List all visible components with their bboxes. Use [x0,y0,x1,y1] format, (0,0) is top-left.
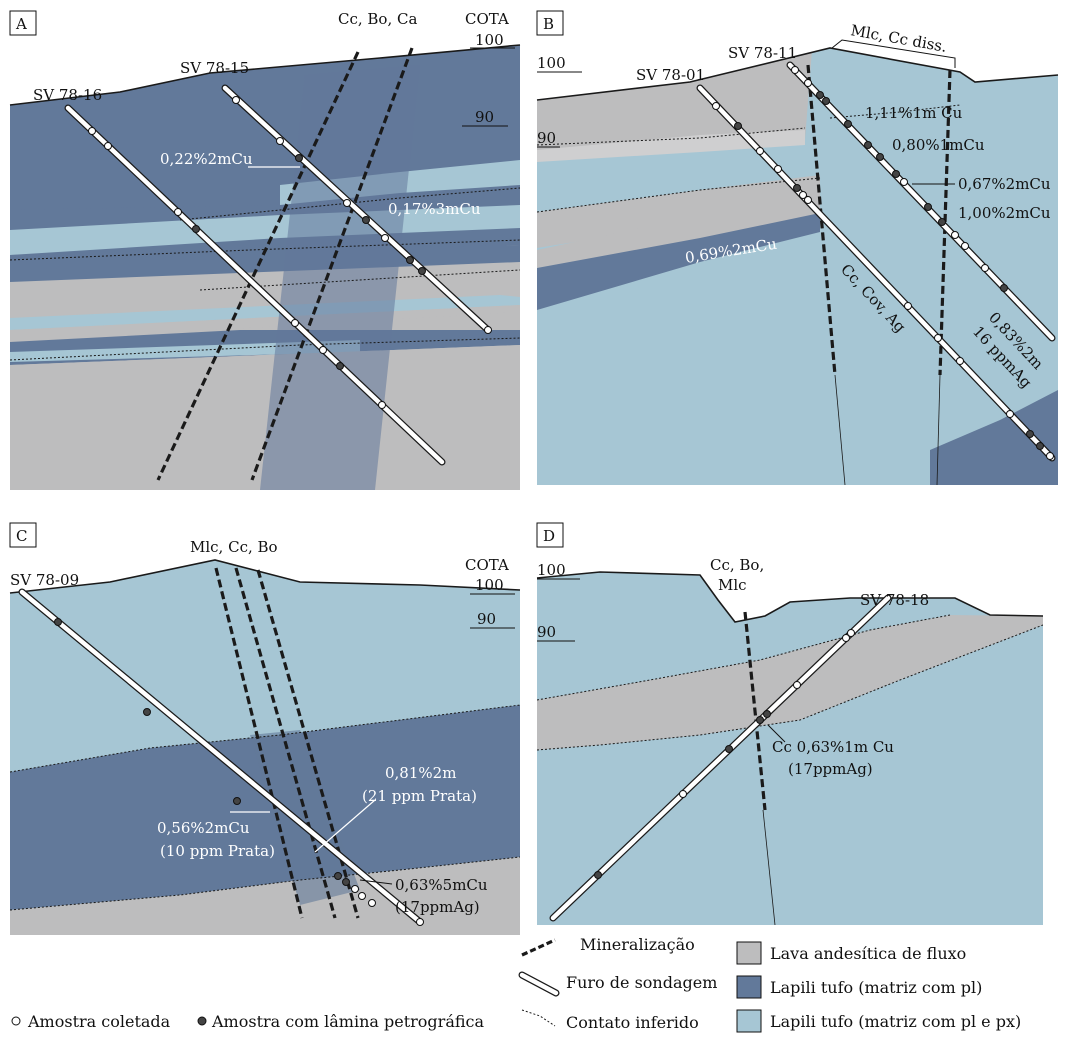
svg-text:Amostra com lâmina petrográfic: Amostra com lâmina petrográfica [211,1012,484,1031]
panel-d-topography [536,571,1044,623]
legend: Mineralização Furo de sondagem Contato i… [11,935,1021,1033]
panel-b-letter: B [543,15,554,33]
panel-d-vein-label-2: Mlc [718,576,747,594]
svg-text:Contato inferido: Contato inferido [566,1013,699,1032]
panel-b-geology [537,48,1058,485]
panel-a-drillhole-sv78-16 [64,104,446,466]
panel-b-drill-label-left: SV 78-01 [636,66,705,84]
panel-d-letter-box [536,522,564,548]
panel-d: D 100 90 SV 78-18 Cc, Bo, Mlc Cc 0,63%1m… [536,522,1044,925]
panel-d-geology [537,572,1043,925]
svg-text:Amostra coletada: Amostra coletada [27,1012,171,1031]
panel-d-letter: D [543,527,555,545]
panel-d-drillhole-sv78-18 [549,594,892,922]
panel-c-geology [10,560,520,935]
panel-c: C COTA 100 90 SV 78-09 Mlc, Cc, Bo 0,56%… [9,522,521,935]
svg-text:Mineralização: Mineralização [580,935,695,954]
legend-unit-lava: Lava andesítica de fluxo [736,941,966,965]
svg-text:Lapili tufo (matriz com pl): Lapili tufo (matriz com pl) [770,978,982,997]
panel-a-assay-1: 0,22%2mCu [160,150,253,168]
panel-b-assay-3: 0,67%2mCu [958,175,1051,193]
panel-c-cota-label: COTA [465,556,509,574]
panel-d-assay-1b: (17ppmAg) [788,760,873,778]
panel-c-vein-label: Mlc, Cc, Bo [190,538,278,556]
panel-a: A COTA 100 90 SV 78-16 SV 78-15 Cc, Bo, … [9,10,521,490]
panel-a-assay-2: 0,17%3mCu [388,200,481,218]
panel-c-assay-3b: (17ppmAg) [395,898,480,916]
legend-drillhole: Furo de sondagem [518,971,717,997]
panel-b-drillhole-sv78-01 [696,84,1056,462]
panel-d-vein-label-1: Cc, Bo, [710,556,764,574]
panel-d-level-90: 90 [537,623,556,641]
svg-text:Lava andesítica de fluxo: Lava andesítica de fluxo [770,944,966,963]
panel-a-letter: A [15,15,27,33]
panel-a-letter-box [9,10,37,36]
panel-c-assay-2a: 0,81%2m [385,764,456,782]
panel-d-assay-1a: Cc 0,63%1m Cu [772,738,894,756]
legend-sample-collected: Amostra coletada [11,1012,171,1031]
panel-d-drill-label: SV 78-18 [860,591,929,609]
svg-text:Lapili tufo (matriz com pl e p: Lapili tufo (matriz com pl e px) [770,1012,1021,1031]
panel-b-level-100: 100 [537,54,566,72]
panel-b-mineralization-2 [938,69,952,376]
panel-b: B 100 90 SV 78-01 SV 78-11 Mlc, Cc diss.… [536,10,1059,485]
legend-unit-lapili-pl: Lapili tufo (matriz com pl) [736,975,982,999]
panel-c-assay-1b: (10 ppm Prata) [160,842,275,860]
panel-d-mineralization [743,611,767,811]
panel-a-cota-label: COTA [465,10,509,28]
panel-c-level-90: 90 [477,610,496,628]
panel-a-drill-label-right: SV 78-15 [180,59,249,77]
panel-c-letter: C [16,527,27,545]
panel-c-assay-1a: 0,56%2mCu [157,819,250,837]
panel-c-assay-2b: (21 ppm Prata) [362,787,477,805]
legend-mineralization: Mineralização [521,935,695,957]
panel-b-letter-box [536,10,564,36]
panel-a-mineralization-2 [250,47,414,481]
panel-c-letter-box [9,522,37,548]
panel-a-topography [9,44,521,106]
panel-a-drillhole-sv78-15 [221,84,492,334]
panel-b-assay-2: 0,80%1mCu [892,136,985,154]
panel-a-mineralization-1 [156,51,360,481]
panel-a-vein-label: Cc, Bo, Ca [338,10,417,28]
panel-c-level-100: 100 [475,576,504,594]
panel-c-drill-label: SV 78-09 [10,571,79,589]
panel-c-assay-3a: 0,63%5mCu [395,876,488,894]
panel-c-mineralization-2 [234,567,337,919]
legend-unit-lapili-pl-px: Lapili tufo (matriz com pl e px) [736,1009,1021,1033]
panel-b-topography [536,47,1059,101]
panel-a-level-90: 90 [475,108,494,126]
panel-b-drill-label-right: SV 78-11 [728,44,797,62]
panel-c-mineralization-1 [214,567,304,919]
panel-b-level-90: 90 [537,129,556,147]
panel-b-assay-4: 1,00%2mCu [958,204,1051,222]
panel-b-drillhole-sv78-11 [786,61,1056,342]
legend-inferred-contact: Contato inferido [521,1009,699,1032]
panel-a-level-100: 100 [475,31,504,49]
panel-b-assay-1: 1,11%1m Cu [865,104,963,122]
panel-c-drillhole-sv78-09 [18,588,424,926]
legend-sample-thin-section: Amostra com lâmina petrográfica [197,1012,484,1031]
panel-b-mineralization-1 [806,64,837,376]
panel-b-vein-label: Mlc, Cc diss. [849,21,948,56]
panel-a-drill-label-left: SV 78-16 [33,86,102,104]
svg-text:Furo de sondagem: Furo de sondagem [566,973,717,992]
panel-d-level-100: 100 [537,561,566,579]
